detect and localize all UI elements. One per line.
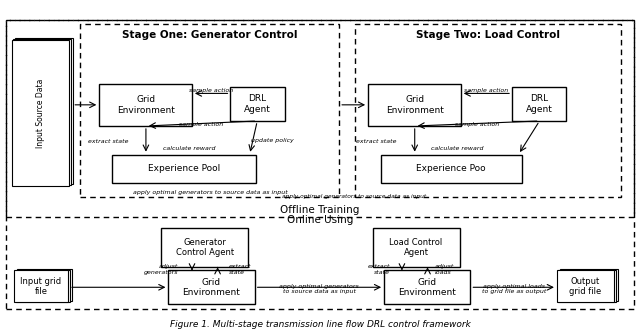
Text: adjust
generators: adjust generators xyxy=(143,264,178,275)
Text: update policy: update policy xyxy=(251,138,293,142)
FancyBboxPatch shape xyxy=(12,40,69,186)
Text: Offline Training: Offline Training xyxy=(280,205,360,215)
FancyBboxPatch shape xyxy=(14,270,68,302)
FancyBboxPatch shape xyxy=(381,155,522,183)
Text: Grid
Environment: Grid Environment xyxy=(182,278,240,297)
Text: Input Source Data: Input Source Data xyxy=(36,79,45,148)
Text: extract
state: extract state xyxy=(229,264,252,275)
FancyBboxPatch shape xyxy=(512,87,566,121)
Text: extract state: extract state xyxy=(356,139,397,143)
Text: Grid
Environment: Grid Environment xyxy=(399,278,456,297)
Text: calculate reward: calculate reward xyxy=(431,146,484,151)
Text: Output
grid file: Output grid file xyxy=(570,277,602,296)
Text: Experience Pool: Experience Pool xyxy=(148,164,220,173)
FancyBboxPatch shape xyxy=(368,84,461,126)
Text: Input grid
file: Input grid file xyxy=(20,277,61,296)
Text: Stage One: Generator Control: Stage One: Generator Control xyxy=(122,30,298,40)
FancyBboxPatch shape xyxy=(557,270,614,302)
Text: Stage Two: Load Control: Stage Two: Load Control xyxy=(416,30,560,40)
FancyBboxPatch shape xyxy=(161,228,248,267)
Text: DRL
Agent: DRL Agent xyxy=(526,94,553,114)
Text: Figure 1. Multi-stage transmission line flow DRL control framework: Figure 1. Multi-stage transmission line … xyxy=(170,320,470,329)
Text: DRL
Agent: DRL Agent xyxy=(244,94,271,114)
Text: extract
state: extract state xyxy=(368,264,390,275)
Text: Grid
Environment: Grid Environment xyxy=(117,95,175,115)
Text: sample action: sample action xyxy=(189,88,234,93)
Text: apply optimal generators
to source data as input: apply optimal generators to source data … xyxy=(280,284,359,294)
FancyBboxPatch shape xyxy=(17,269,72,301)
Text: extract state: extract state xyxy=(88,139,128,143)
FancyBboxPatch shape xyxy=(560,269,618,301)
Text: calculate reward: calculate reward xyxy=(163,146,215,151)
Text: sample action: sample action xyxy=(454,123,499,127)
FancyBboxPatch shape xyxy=(230,87,285,121)
FancyBboxPatch shape xyxy=(373,228,460,267)
FancyBboxPatch shape xyxy=(384,270,470,304)
Text: Online Using: Online Using xyxy=(287,215,353,225)
Text: sample action: sample action xyxy=(179,123,224,127)
FancyBboxPatch shape xyxy=(13,39,71,185)
Text: adjust
loads: adjust loads xyxy=(435,264,454,275)
FancyBboxPatch shape xyxy=(15,270,70,302)
FancyBboxPatch shape xyxy=(112,155,256,183)
FancyBboxPatch shape xyxy=(168,270,255,304)
Text: Generator
Control Agent: Generator Control Agent xyxy=(176,238,234,257)
Text: sample action: sample action xyxy=(464,88,509,93)
FancyBboxPatch shape xyxy=(99,84,192,126)
Text: apply optimal generators to source data as input: apply optimal generators to source data … xyxy=(282,194,426,199)
FancyBboxPatch shape xyxy=(558,270,616,302)
FancyBboxPatch shape xyxy=(15,38,73,184)
Text: Experience Poo: Experience Poo xyxy=(417,164,486,173)
Text: Load Control
Agent: Load Control Agent xyxy=(389,238,443,257)
Text: apply optimal loads
to grid file as output: apply optimal loads to grid file as outp… xyxy=(482,284,546,294)
Text: Grid
Environment: Grid Environment xyxy=(386,95,444,115)
Text: apply optimal generators to source data as input: apply optimal generators to source data … xyxy=(132,190,287,195)
